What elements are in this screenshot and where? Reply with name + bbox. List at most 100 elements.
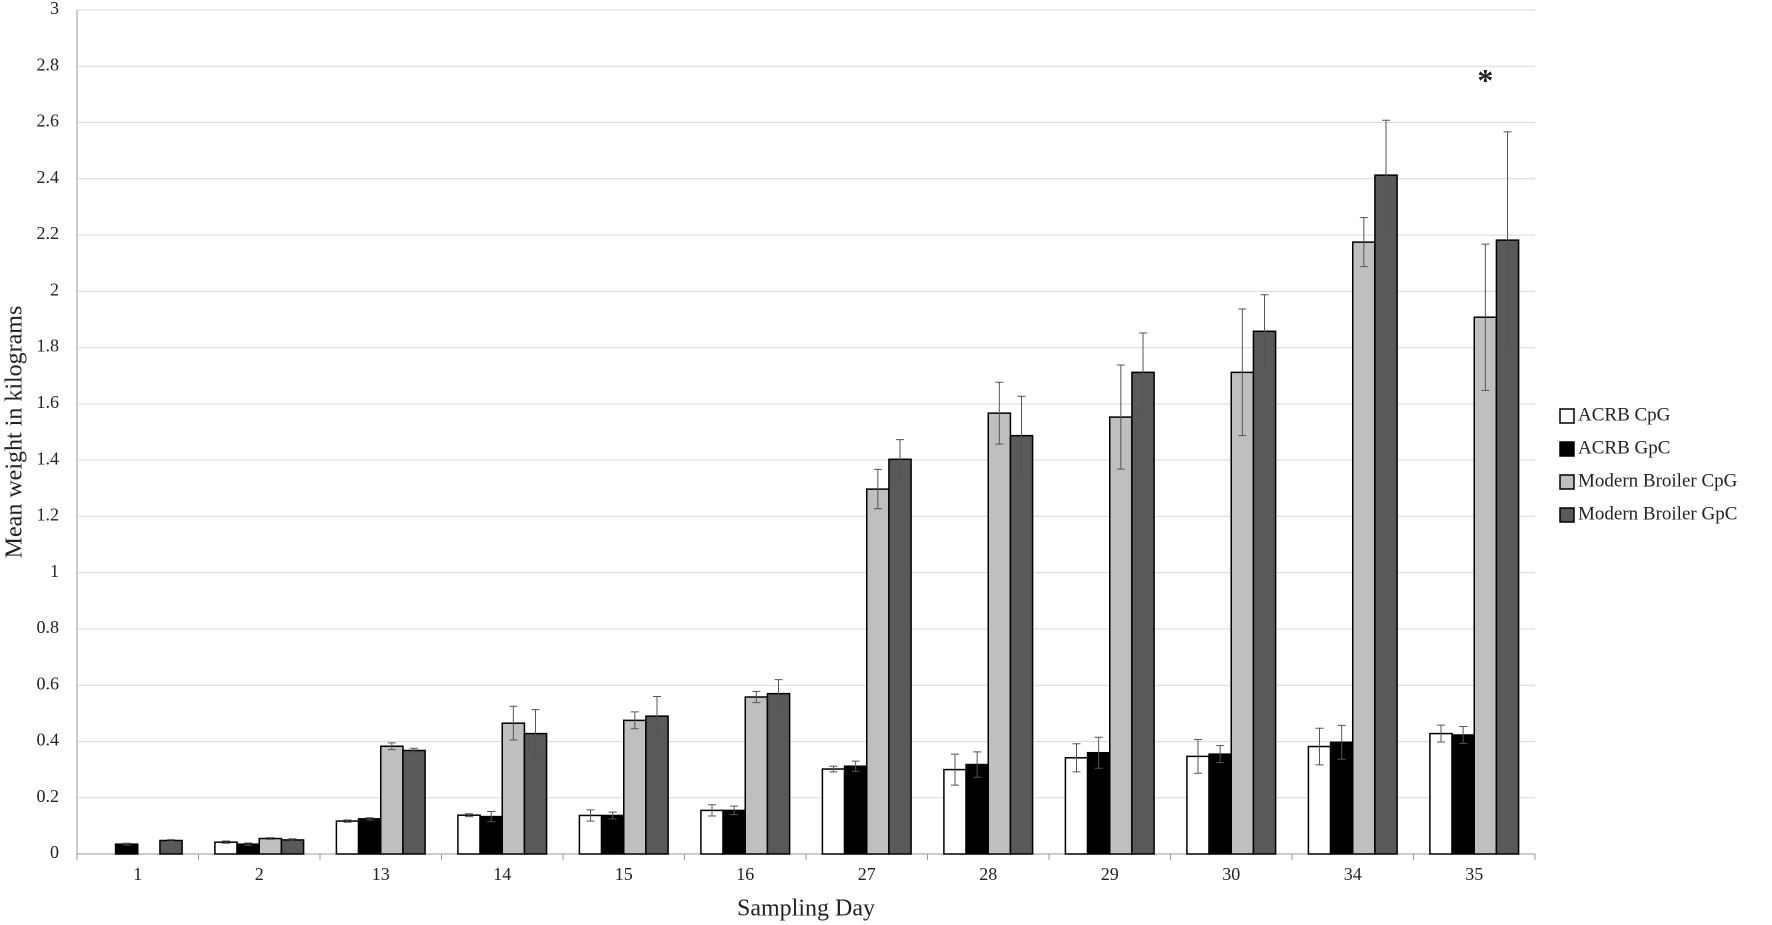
bar (501, 722, 526, 855)
error-bar (1072, 743, 1081, 773)
bar (1208, 753, 1233, 855)
bar (1352, 241, 1376, 855)
legend-label: ACRB GpC (1578, 437, 1670, 458)
x-axis-title: Sampling Day (737, 896, 875, 922)
error-bar (288, 838, 297, 842)
y-tick-label: 0.2 (37, 786, 60, 806)
bar (280, 839, 305, 855)
x-tick-label: 35 (1465, 864, 1483, 884)
bar (700, 809, 724, 855)
bar (380, 745, 404, 855)
x-tick-label: 34 (1344, 864, 1362, 884)
error-bar (707, 804, 716, 817)
x-tick-label: 29 (1101, 864, 1119, 884)
x-tick-label: 16 (736, 864, 754, 884)
legend-swatch (1559, 507, 1575, 523)
error-bar (365, 817, 374, 821)
y-tick-label: 0.8 (37, 617, 60, 637)
bar (1374, 174, 1398, 855)
error-bar (464, 813, 473, 818)
error-bar (410, 747, 419, 754)
bar (457, 814, 481, 855)
bar (843, 765, 868, 855)
bar (159, 839, 183, 855)
error-bar (730, 805, 739, 816)
y-tick-label: 1.4 (37, 448, 60, 468)
bar (623, 719, 647, 855)
legend-swatch (1559, 408, 1575, 424)
error-bar (509, 705, 518, 741)
bar (1230, 371, 1255, 855)
error-bar (122, 842, 131, 846)
error-bar (586, 809, 595, 822)
bar (1009, 434, 1034, 855)
y-axis-title: Mean weight in kilograms (2, 306, 28, 559)
error-bar (653, 695, 662, 737)
y-tick-label: 0 (50, 842, 59, 862)
x-tick-label: 15 (615, 864, 633, 884)
error-bar (343, 819, 352, 823)
y-tick-label: 0.6 (37, 673, 60, 693)
bar (744, 696, 769, 855)
error-bar (608, 811, 617, 820)
bar (600, 814, 625, 855)
bar (357, 818, 382, 855)
bar (402, 749, 426, 855)
error-bar (1337, 724, 1346, 760)
error-bar (1094, 736, 1103, 769)
error-bar (973, 751, 982, 778)
bar (965, 763, 989, 855)
y-tick-label: 3 (50, 0, 59, 18)
error-bar (1139, 332, 1148, 413)
bar (1109, 416, 1133, 855)
bar (335, 820, 360, 855)
error-bar (266, 837, 275, 840)
bar (258, 837, 283, 855)
bar (479, 815, 504, 855)
bar (214, 841, 238, 855)
error-bar (1116, 364, 1125, 470)
x-tick-label: 30 (1222, 864, 1240, 884)
annotation: * (1477, 62, 1493, 98)
x-tick-label: 13 (372, 864, 390, 884)
x-tick-label: 27 (858, 864, 876, 884)
x-tick-label: 14 (493, 864, 511, 884)
error-bar (752, 690, 761, 704)
legend-label: Modern Broiler CpG (1578, 470, 1738, 491)
error-bar (167, 839, 176, 842)
x-tick-label: 1 (133, 864, 142, 884)
error-bar (387, 742, 396, 751)
y-tick-label: 2 (50, 279, 59, 299)
x-tick-label: 28 (979, 864, 997, 884)
y-tick-label: 2.8 (37, 54, 60, 74)
y-tick-label: 2.2 (37, 223, 60, 243)
bar (1131, 371, 1155, 855)
bar (1429, 732, 1453, 855)
y-tick-label: 1.8 (37, 336, 60, 356)
error-bar (873, 468, 882, 510)
error-bar (896, 439, 905, 480)
error-bar (1481, 243, 1490, 391)
legend-label: Modern Broiler GpC (1578, 503, 1737, 524)
bar (866, 488, 890, 855)
error-bar (1216, 745, 1225, 764)
y-tick-label: 2.4 (37, 167, 60, 187)
bar (1252, 330, 1277, 855)
error-bar (487, 811, 496, 823)
error-bar (995, 381, 1004, 445)
error-bar (1382, 119, 1391, 231)
error-bar (950, 753, 959, 786)
bar (987, 412, 1012, 855)
error-bar (1359, 217, 1368, 268)
bar (888, 458, 912, 855)
error-bar (1315, 727, 1324, 766)
error-bar (1017, 395, 1026, 476)
error-bar (1436, 724, 1445, 743)
legend-label: ACRB CpG (1578, 404, 1671, 425)
bar (1451, 734, 1476, 855)
x-tick-label: 2 (255, 864, 264, 884)
y-tick-label: 1 (50, 561, 59, 581)
error-bar (851, 760, 860, 772)
error-bar (630, 711, 639, 730)
